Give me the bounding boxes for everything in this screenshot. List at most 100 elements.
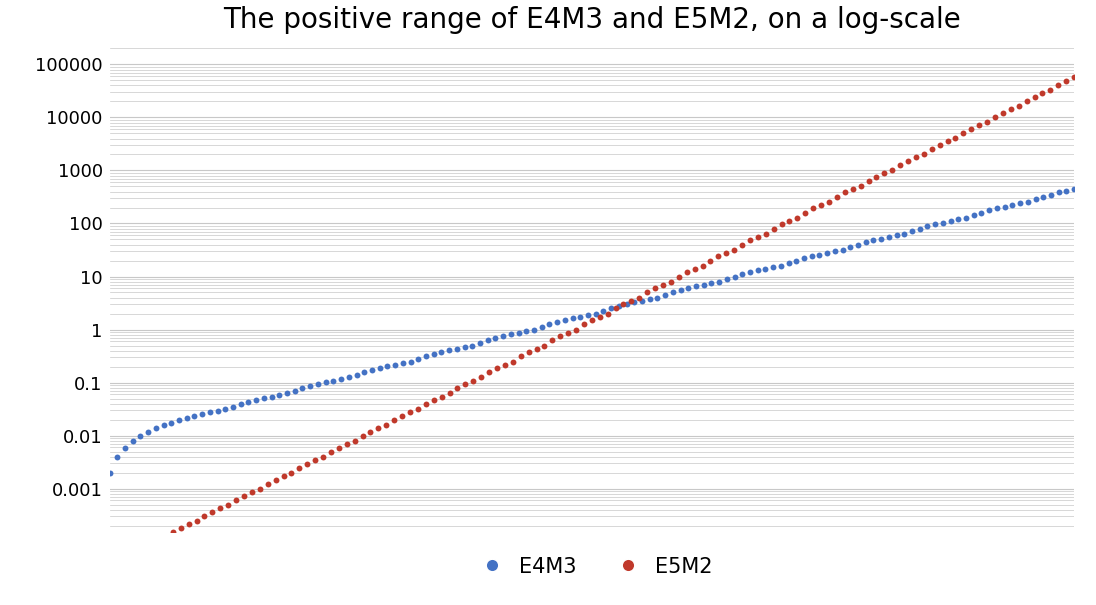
- Point: [900, 155, 917, 165]
- Point: [369, 424, 387, 433]
- Point: [278, 388, 296, 398]
- Point: [386, 416, 403, 425]
- Point: [1041, 85, 1059, 95]
- Point: [330, 443, 347, 453]
- Point: [217, 405, 235, 414]
- Point: [101, 580, 118, 590]
- Point: [307, 456, 324, 465]
- Point: [973, 208, 991, 218]
- Point: [579, 310, 596, 320]
- Point: [457, 379, 475, 389]
- Point: [227, 495, 244, 505]
- Point: [1065, 73, 1083, 82]
- Point: [733, 240, 751, 249]
- Point: [512, 352, 529, 361]
- Point: [480, 367, 498, 377]
- Point: [332, 374, 350, 384]
- Point: [1034, 88, 1051, 98]
- Point: [718, 274, 735, 284]
- Point: [796, 253, 813, 263]
- Point: [764, 263, 781, 272]
- Point: [626, 298, 643, 307]
- Point: [718, 248, 735, 258]
- Point: [504, 357, 522, 367]
- Point: [804, 204, 822, 214]
- Point: [931, 140, 948, 149]
- Point: [322, 447, 340, 457]
- Point: [441, 345, 458, 355]
- Point: [826, 246, 844, 256]
- Point: [981, 206, 998, 215]
- Point: [185, 411, 203, 421]
- Point: [970, 120, 987, 130]
- Point: [797, 208, 814, 218]
- Point: [362, 427, 379, 437]
- Point: [876, 168, 893, 178]
- Point: [670, 272, 687, 281]
- Point: [891, 160, 909, 169]
- Point: [857, 238, 875, 247]
- Point: [140, 539, 158, 549]
- Point: [749, 232, 766, 241]
- Point: [934, 218, 951, 227]
- Point: [647, 284, 664, 293]
- Point: [726, 245, 743, 255]
- Point: [109, 453, 126, 462]
- Point: [654, 280, 672, 290]
- Point: [139, 427, 157, 437]
- Point: [986, 112, 1004, 122]
- Point: [949, 214, 967, 224]
- Point: [317, 378, 334, 387]
- Point: [865, 235, 882, 245]
- Point: [623, 296, 640, 306]
- Point: [911, 224, 928, 234]
- Point: [1002, 104, 1019, 114]
- Point: [204, 507, 221, 517]
- Point: [772, 261, 789, 270]
- Point: [290, 463, 308, 473]
- Point: [842, 242, 859, 252]
- Point: [741, 235, 758, 245]
- Point: [354, 431, 372, 441]
- Point: [266, 475, 284, 485]
- Point: [757, 229, 775, 238]
- Point: [571, 312, 589, 321]
- Point: [888, 231, 905, 240]
- Point: [441, 388, 458, 398]
- Point: [248, 395, 265, 405]
- Point: [236, 491, 253, 501]
- Point: [164, 527, 182, 537]
- Point: [1018, 96, 1036, 106]
- Point: [710, 277, 728, 287]
- Point: [487, 333, 504, 343]
- Point: [926, 220, 944, 229]
- Point: [263, 391, 281, 401]
- Point: [393, 411, 411, 421]
- Point: [172, 523, 190, 532]
- Point: [544, 336, 561, 345]
- Point: [803, 252, 821, 261]
- Point: [907, 152, 925, 162]
- Point: [834, 245, 852, 255]
- Point: [633, 296, 651, 306]
- Point: [410, 354, 427, 364]
- Point: [903, 226, 921, 236]
- Point: [255, 393, 273, 403]
- Point: [309, 379, 327, 389]
- Point: [703, 278, 720, 288]
- Point: [370, 363, 388, 373]
- Point: [955, 128, 972, 138]
- Point: [686, 264, 704, 273]
- Point: [915, 149, 933, 159]
- Point: [147, 424, 164, 433]
- Point: [1050, 188, 1068, 197]
- Point: [193, 410, 210, 419]
- Point: [496, 360, 514, 370]
- Point: [525, 325, 543, 335]
- Point: [583, 315, 601, 325]
- Point: [479, 336, 496, 345]
- Point: [202, 408, 219, 417]
- Point: [125, 548, 142, 558]
- Point: [340, 373, 357, 382]
- Point: [170, 416, 187, 425]
